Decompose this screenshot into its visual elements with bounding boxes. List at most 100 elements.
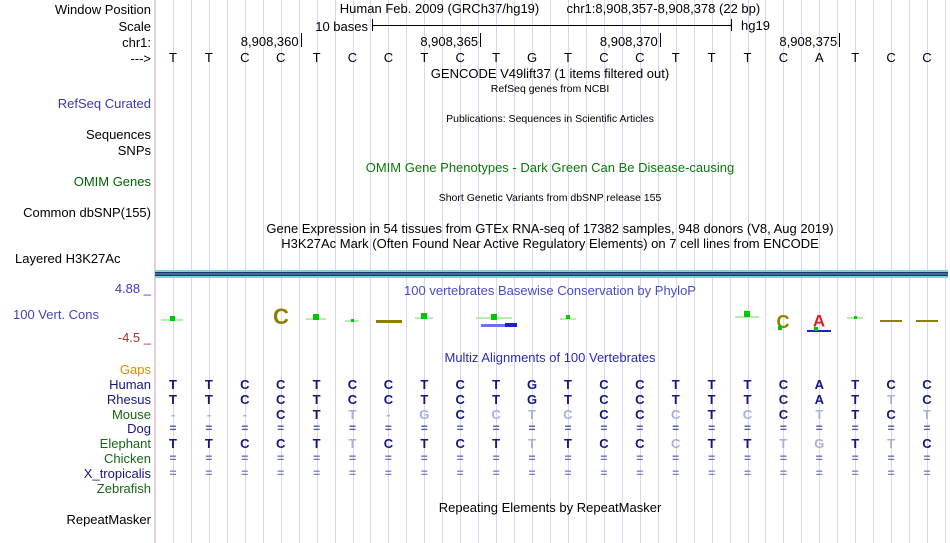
multiz-base: = (384, 451, 392, 465)
multiz-base: T (851, 392, 860, 407)
multiz-base: T (492, 436, 501, 451)
track-title-gtex: Gene Expression in 54 tissues from GTEx … (266, 221, 834, 236)
multiz-base: C (670, 407, 681, 422)
track-label-repeatmasker[interactable]: RepeatMasker (66, 512, 151, 527)
track-label-sequences[interactable]: Sequences (85, 127, 151, 142)
multiz-base: T (169, 377, 177, 392)
multiz-base: C (742, 407, 753, 422)
multiz-base: C (275, 392, 286, 407)
phylop-glyph (814, 327, 818, 331)
multiz-base: = (205, 451, 213, 465)
reference-base: C (635, 50, 645, 65)
multiz-base: = (708, 421, 716, 435)
multiz-base: T (169, 392, 177, 407)
multiz-base: C (383, 377, 394, 392)
multiz-base: C (778, 392, 789, 407)
multiz-base: - (170, 407, 176, 422)
multiz-base: = (492, 451, 500, 465)
multiz-base: T (528, 407, 536, 422)
multiz-base: = (348, 421, 357, 435)
track-label-layered-h3k27ac[interactable]: Layered H3K27Ac (15, 251, 121, 266)
multiz-base: = (600, 451, 608, 465)
genome-version-label: hg19 (741, 18, 770, 33)
multiz-base: = (600, 466, 608, 480)
multiz-base: C (240, 436, 250, 451)
multiz-base: G (526, 377, 538, 392)
multiz-base: = (241, 466, 249, 480)
species-label-x_tropicalis[interactable]: X_tropicalis (83, 466, 151, 481)
window-position-label: Window Position (54, 2, 151, 17)
species-label-mouse[interactable]: Mouse (111, 407, 151, 422)
position-number: 8,908,375 (779, 34, 838, 49)
multiz-base: C (455, 392, 465, 407)
multiz-base: T (671, 392, 680, 407)
reference-base: C (922, 50, 932, 65)
phylop-glyph (421, 313, 427, 319)
phylop-glyph: A (812, 311, 826, 331)
multiz-base: = (528, 421, 536, 435)
reference-base: T (312, 50, 321, 65)
multiz-base: = (851, 421, 859, 435)
species-label-dog[interactable]: Dog (127, 421, 151, 436)
multiz-base: T (204, 377, 213, 392)
reference-base: T (169, 50, 177, 65)
species-label-human[interactable]: Human (109, 377, 151, 392)
multiz-base: C (635, 392, 645, 407)
species-label-elephant[interactable]: Elephant (99, 436, 151, 451)
multiz-base: = (851, 451, 859, 465)
multiz-base: G (814, 436, 825, 451)
reference-base: T (420, 50, 429, 65)
phylop-glyph (376, 320, 402, 323)
multiz-base: C (922, 392, 932, 407)
multiz-base: T (312, 436, 321, 451)
track-label-omim-genes[interactable]: OMIM Genes (73, 174, 151, 189)
multiz-base: = (277, 421, 285, 435)
reference-base: T (564, 50, 572, 65)
strand-arrow-label[interactable]: ---> (130, 51, 151, 66)
scale-right-tick (731, 19, 732, 31)
position-tick (659, 33, 661, 47)
phylop-glyph (853, 315, 857, 319)
multiz-base: = (420, 421, 428, 435)
multiz-base: = (528, 451, 536, 465)
species-label-gaps[interactable]: Gaps (119, 362, 151, 377)
track-label-100-vert-cons[interactable]: 100 Vert. Cons (13, 307, 99, 322)
scale-bar (372, 25, 731, 26)
scale-value: 10 bases (315, 19, 368, 34)
reference-base: T (204, 50, 213, 65)
assembly-name: Human Feb. 2009 (GRCh37/hg19) (339, 1, 540, 16)
multiz-base: T (671, 377, 680, 392)
reference-base: C (240, 50, 250, 65)
reference-base: A (814, 50, 824, 65)
multiz-base: - (386, 407, 391, 422)
phylop-glyph (880, 320, 902, 322)
track-label-refseq-curated[interactable]: RefSeq Curated (57, 96, 151, 111)
multiz-base: = (528, 466, 536, 480)
multiz-base: T (564, 436, 572, 451)
track-label-common-dbsnp[interactable]: Common dbSNP(155) (23, 205, 151, 220)
multiz-base: - (206, 407, 212, 422)
reference-base: T (851, 50, 860, 65)
multiz-base: = (564, 451, 572, 465)
position-tick (480, 33, 482, 47)
h3k27ac-signal-bar[interactable] (155, 270, 948, 278)
multiz-base: T (564, 392, 572, 407)
multiz-base: T (887, 436, 896, 451)
multiz-base: C (599, 407, 609, 422)
track-label-snps[interactable]: SNPs (117, 143, 151, 158)
multiz-base: T (707, 377, 716, 392)
phylop-glyph (350, 318, 354, 322)
species-label-rhesus[interactable]: Rhesus (106, 392, 151, 407)
multiz-base: = (456, 421, 464, 435)
species-label-zebrafish[interactable]: Zebrafish (96, 481, 151, 496)
multiz-base: T (851, 436, 860, 451)
multiz-base: T (528, 436, 536, 451)
species-label-chicken[interactable]: Chicken (104, 451, 151, 466)
multiz-base: = (241, 421, 249, 435)
multiz-base: C (778, 377, 789, 392)
multiz-base: - (242, 407, 247, 422)
multiz-base: T (743, 377, 752, 392)
multiz-base: = (169, 466, 177, 480)
track-title-refseq-sub: RefSeq genes from NCBI (490, 83, 610, 95)
